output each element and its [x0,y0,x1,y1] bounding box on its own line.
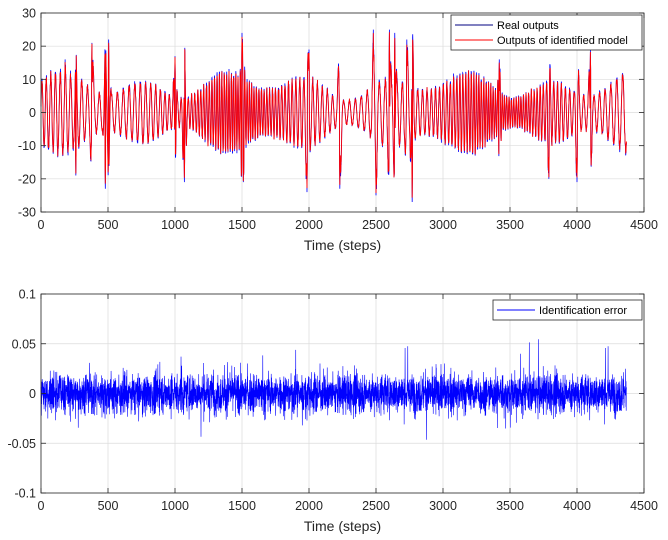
top-x-tick-label: 4500 [630,218,658,232]
top-legend: Real outputs Outputs of identified model [450,14,643,51]
series-identification-error-line [40,339,627,440]
top-series [40,29,627,203]
legend-label-real-outputs: Real outputs [497,20,559,32]
bottom-x-tick-label: 1000 [161,499,189,513]
top-x-axis-label: Time (steps) [304,237,381,253]
top-y-tick-label: 20 [22,40,36,54]
top-y-tick-label: 10 [22,73,36,87]
legend-label-identified-model: Outputs of identified model [497,35,628,47]
bottom-y-tick-label: -0.05 [8,437,37,451]
top-y-tick-label: -30 [18,206,36,220]
bottom-x-tick-label: 4500 [630,499,658,513]
bottom-legend: Identification error [492,299,643,321]
bottom-y-tick-label: 0.1 [19,288,36,302]
bottom-x-tick-label: 3500 [496,499,524,513]
bottom-x-tick-label: 0 [38,499,45,513]
bottom-x-axis-label: Time (steps) [304,518,381,534]
top-x-tick-label: 1500 [228,218,256,232]
top-x-tick-label: 1000 [161,218,189,232]
bottom-y-tick-label: -0.1 [14,487,36,501]
bottom-x-tick-label: 4000 [563,499,591,513]
top-axes: 0 500 1000 1500 2000 2500 3000 3500 4000 4500 -30 -… [18,7,658,254]
top-ticks: 0 500 1000 1500 2000 2500 3000 3500 4000 4500 -30 -… [18,7,658,233]
bottom-legend-box [492,299,643,321]
bottom-x-tick-label: 1500 [228,499,256,513]
bottom-x-tick-label: 2500 [362,499,390,513]
top-x-tick-label: 3000 [429,218,457,232]
bottom-axes: 0 500 1000 1500 2000 2500 3000 3500 4000 4500 -0.1… [8,288,658,535]
series-identified-model-line [40,32,627,198]
top-x-tick-label: 500 [98,218,119,232]
bottom-series [40,339,627,440]
bottom-y-tick-label: 0 [29,387,36,401]
top-x-tick-label: 4000 [563,218,591,232]
bottom-ticks: 0 500 1000 1500 2000 2500 3000 3500 4000 4500 -0.1… [8,288,658,514]
top-x-tick-label: 2500 [362,218,390,232]
bottom-x-tick-label: 500 [98,499,119,513]
top-y-tick-label: 0 [29,106,36,120]
top-x-tick-label: 3500 [496,218,524,232]
top-y-tick-label: 30 [22,7,36,21]
bottom-x-tick-label: 2000 [295,499,323,513]
top-x-tick-label: 0 [38,218,45,232]
top-x-tick-label: 2000 [295,218,323,232]
top-y-tick-label: -10 [18,139,36,153]
top-legend-box [450,14,643,51]
bottom-y-tick-label: 0.05 [12,337,36,351]
top-y-tick-label: -20 [18,172,36,186]
legend-label-identification-error: Identification error [539,305,627,317]
bottom-x-tick-label: 3000 [429,499,457,513]
